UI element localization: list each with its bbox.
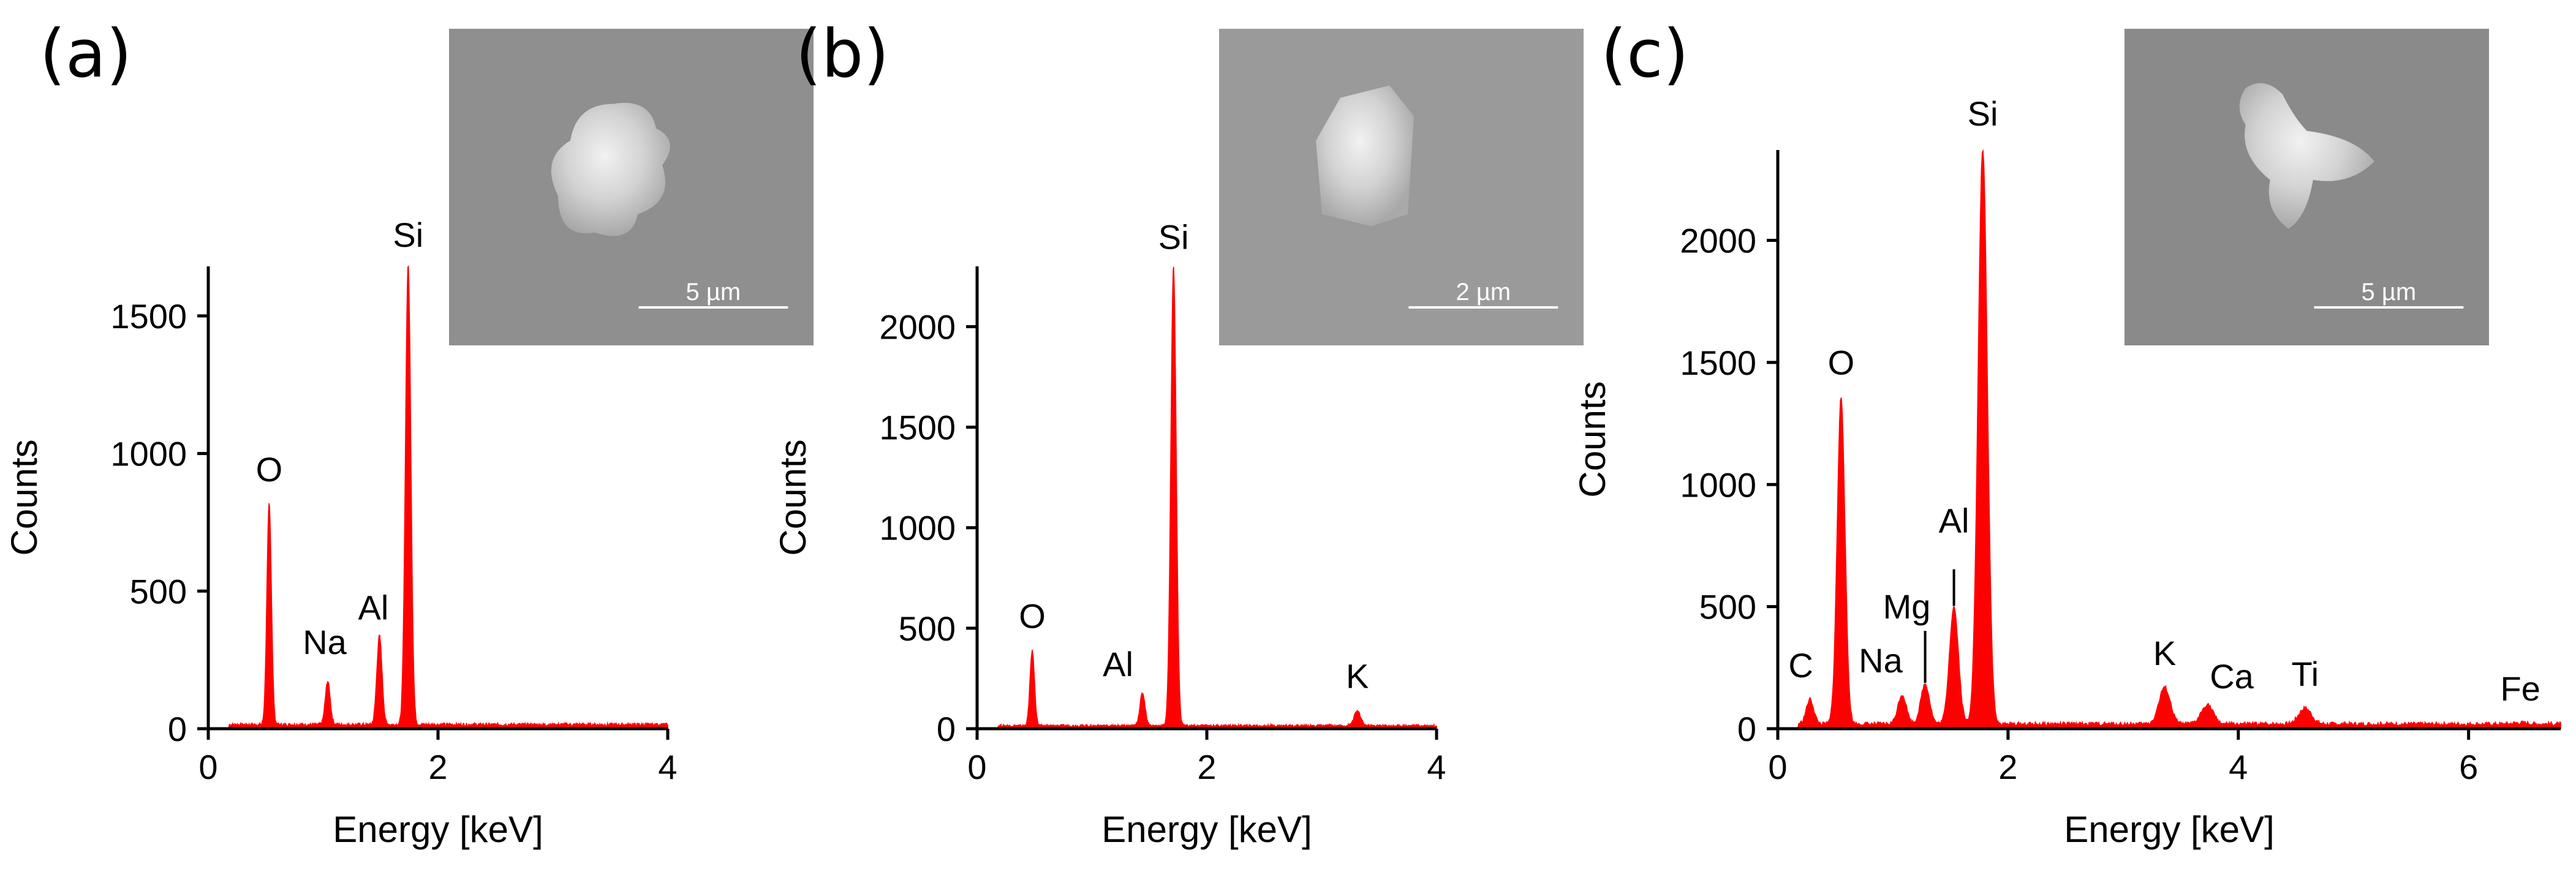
y-tick-label: 1000 [1680, 465, 1756, 504]
y-tick-label: 500 [1699, 588, 1756, 626]
peak-label-o: O [1019, 596, 1046, 635]
y-tick-label: 1000 [110, 435, 187, 473]
peak-label-al: Al [358, 588, 388, 627]
y-tick-label: 1000 [879, 509, 956, 547]
x-tick-label: 0 [967, 748, 986, 786]
sem-inset-image: 5 µm [449, 29, 814, 345]
y-tick-label: 500 [899, 609, 956, 648]
peak-label-al: Al [1103, 645, 1133, 683]
sem-inset-image: 2 µm [1219, 29, 1584, 345]
spectrum-area [1778, 149, 2561, 729]
panel-label: (b) [796, 16, 890, 92]
y-tick-label: 500 [130, 572, 187, 611]
peak-label-si: Si [393, 216, 423, 254]
y-axis-title: Counts [1572, 381, 1613, 497]
y-tick-label: 0 [937, 710, 956, 748]
peak-label-fe: Fe [2501, 669, 2540, 708]
peak-label-na: Na [303, 623, 347, 661]
scale-bar-label: 5 µm [2362, 279, 2417, 306]
panel-label: (a) [40, 16, 132, 92]
spectrum-area [977, 266, 1437, 729]
x-tick-label: 0 [1768, 748, 1787, 786]
x-axis-title: Energy [keV] [1101, 809, 1312, 850]
x-tick-label: 2 [1998, 748, 2017, 786]
y-tick-label: 2000 [879, 307, 956, 346]
peak-label-ti: Ti [2291, 655, 2319, 693]
x-tick-label: 4 [2229, 748, 2248, 786]
x-tick-label: 6 [2459, 748, 2478, 786]
panel-label: (c) [1601, 16, 1689, 92]
particle-shape [551, 102, 670, 236]
x-tick-label: 2 [428, 748, 447, 786]
y-tick-label: 0 [1737, 710, 1756, 748]
peak-label-ca: Ca [2210, 657, 2254, 696]
panel-b: (b) O Al Si K 0 2 4 0 500 1000 1500 2000 Energy [keV]… [772, 16, 1584, 850]
scale-bar-label: 2 µm [1456, 279, 1511, 306]
scale-bar-label: 5 µm [686, 279, 741, 306]
peak-label-o: O [1828, 344, 1855, 382]
x-axis-title: Energy [keV] [2064, 809, 2275, 850]
x-tick-label: 4 [658, 748, 677, 786]
x-tick-label: 0 [198, 748, 217, 786]
peak-label-mg: Mg [1883, 587, 1931, 626]
peak-label-si: Si [1158, 217, 1189, 256]
peak-label-c: C [1788, 646, 1813, 685]
y-tick-label: 0 [168, 710, 187, 748]
panel-c: (c) C O Na Mg Al Si K Ca Ti Fe 0 2 4 6 0 500 1000 1500 2000… [1572, 16, 2561, 850]
peak-label-k: K [2153, 634, 2176, 672]
spectrum-area [208, 265, 668, 729]
peak-label-k: K [1346, 657, 1369, 696]
y-tick-label: 2000 [1680, 222, 1756, 260]
x-axis-title: Energy [keV] [333, 809, 543, 850]
y-tick-label: 1500 [110, 297, 187, 336]
peak-label-al: Al [1939, 502, 1970, 540]
sem-inset-image: 5 µm [2125, 29, 2489, 345]
x-tick-label: 4 [1427, 748, 1446, 786]
y-tick-label: 1500 [1680, 344, 1756, 382]
y-tick-label: 1500 [879, 408, 956, 447]
panel-a: (a) O Na Al Si 0 2 4 0 500 1000 1500 Energy [keV] Cou… [4, 16, 814, 850]
particle-shape [2239, 83, 2374, 229]
peak-label-o: O [256, 450, 283, 489]
x-tick-label: 2 [1197, 748, 1216, 786]
particle-shape [1316, 85, 1414, 227]
y-axis-title: Counts [772, 439, 814, 555]
peak-label-na: Na [1859, 641, 1903, 680]
y-axis-title: Counts [4, 439, 45, 555]
peak-label-si: Si [1968, 94, 1998, 133]
